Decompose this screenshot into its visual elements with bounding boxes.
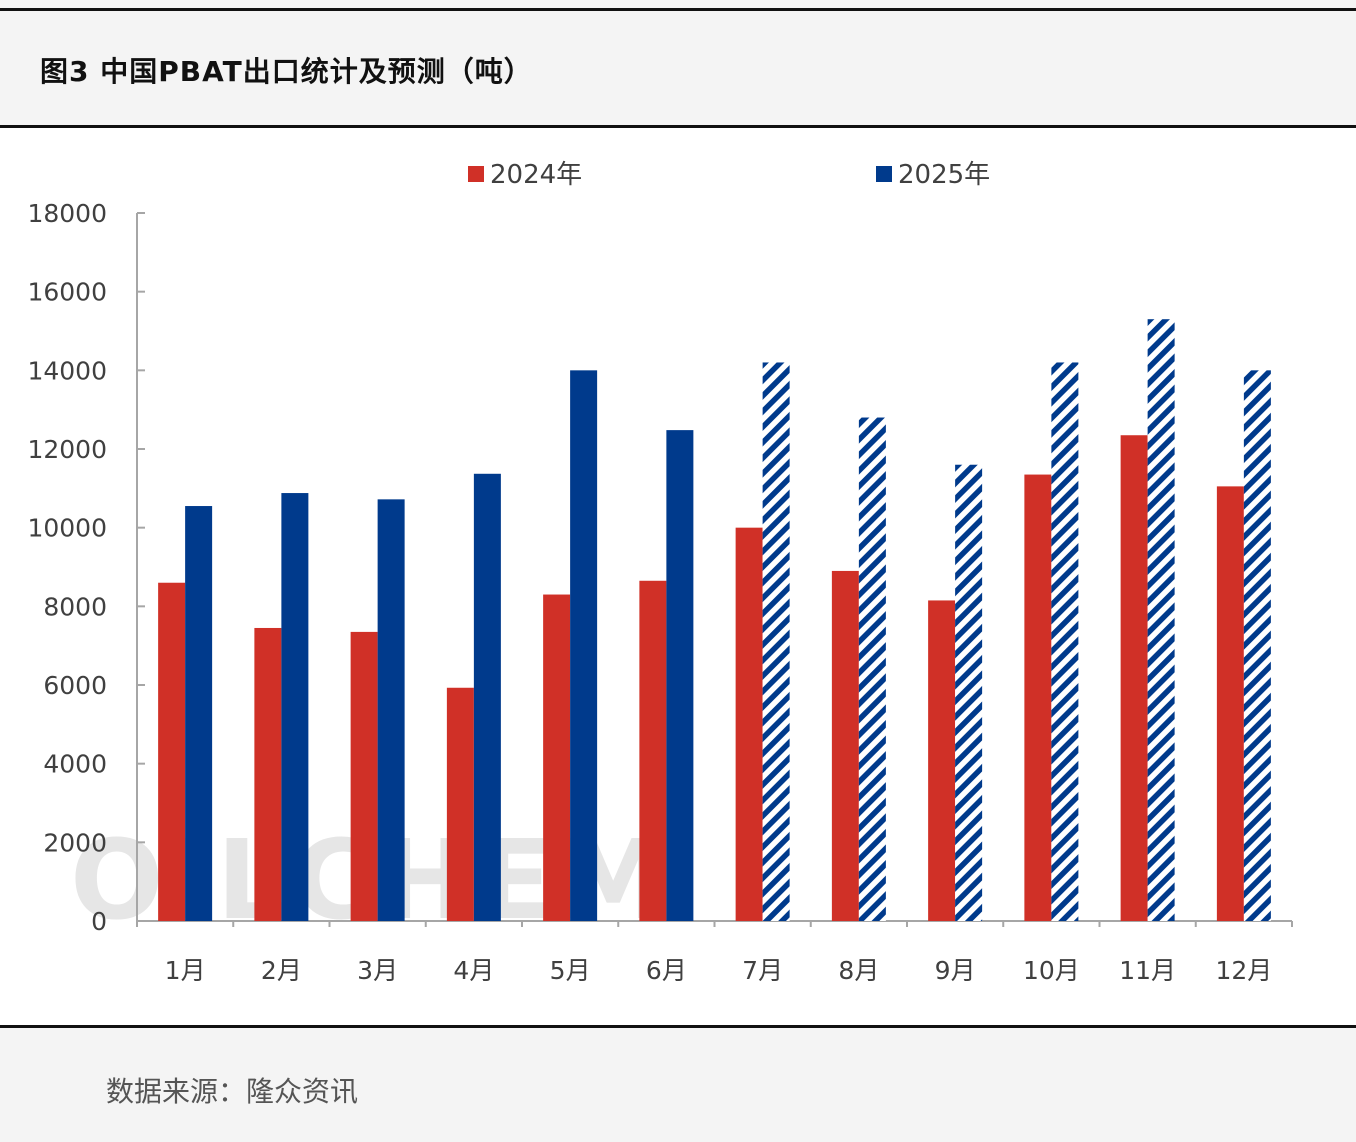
y-tick-label: 0	[91, 907, 107, 936]
bar-2025	[281, 493, 309, 921]
bar-2025-forecast	[858, 417, 886, 921]
legend-swatch	[468, 166, 484, 182]
x-tick-label: 8月	[838, 956, 879, 985]
bar-2024	[350, 631, 378, 921]
bar-2024	[543, 594, 571, 921]
x-tick-label: 6月	[646, 956, 687, 985]
bar-2024	[639, 580, 667, 921]
bar-2025-forecast	[955, 464, 983, 921]
bar-2025-forecast	[1243, 370, 1271, 921]
bar-2024	[158, 582, 186, 921]
source-note: 数据来源：隆众资讯	[106, 1075, 359, 1108]
bar-2025	[473, 473, 501, 921]
bar-2025	[377, 499, 405, 921]
bar-2024	[831, 570, 859, 921]
y-tick-label: 2000	[43, 828, 107, 857]
x-tick-label: 7月	[742, 956, 783, 985]
legend-label: 2024年	[490, 160, 582, 190]
bar-2025-forecast	[1051, 362, 1079, 921]
y-tick-label: 16000	[27, 278, 107, 307]
x-tick-label: 5月	[550, 956, 591, 985]
bar-2025-forecast	[1147, 319, 1175, 921]
y-tick-label: 14000	[27, 356, 107, 385]
x-tick-label: 3月	[357, 956, 398, 985]
legend-swatch	[876, 166, 892, 182]
bar-2025	[570, 370, 598, 921]
chart-title: 图3 中国PBAT出口统计及预测（吨）	[40, 55, 533, 88]
bar-2025	[666, 430, 694, 921]
title-divider	[0, 125, 1356, 128]
footer-divider	[0, 1025, 1356, 1028]
y-tick-label: 18000	[27, 199, 107, 228]
x-tick-label: 1月	[165, 956, 206, 985]
bar-2024	[928, 600, 956, 921]
bar-2024	[1024, 474, 1052, 921]
bar-2024	[254, 627, 282, 921]
x-tick-label: 4月	[453, 956, 494, 985]
y-tick-label: 12000	[27, 435, 107, 464]
y-tick-label: 4000	[43, 750, 107, 779]
bar-2025	[185, 506, 213, 921]
bar-2024	[446, 687, 474, 921]
y-tick-label: 6000	[43, 671, 107, 700]
legend-label: 2025年	[898, 160, 990, 190]
y-tick-label: 8000	[43, 592, 107, 621]
x-tick-label: 2月	[261, 956, 302, 985]
bar-2024	[735, 527, 763, 921]
top-rule	[0, 8, 1356, 11]
bar-2025-forecast	[762, 362, 790, 921]
x-tick-label: 9月	[935, 956, 976, 985]
bar-2024	[1120, 435, 1148, 921]
x-tick-label: 11月	[1119, 956, 1176, 985]
bar-2024	[1216, 486, 1244, 921]
footer	[0, 1028, 1356, 1142]
y-tick-label: 10000	[27, 514, 107, 543]
bar-chart: OILCHEM 02000400060008000100001200014000…	[27, 160, 1293, 985]
x-tick-label: 10月	[1023, 956, 1080, 985]
title-bar	[0, 11, 1356, 125]
x-tick-label: 12月	[1215, 956, 1272, 985]
